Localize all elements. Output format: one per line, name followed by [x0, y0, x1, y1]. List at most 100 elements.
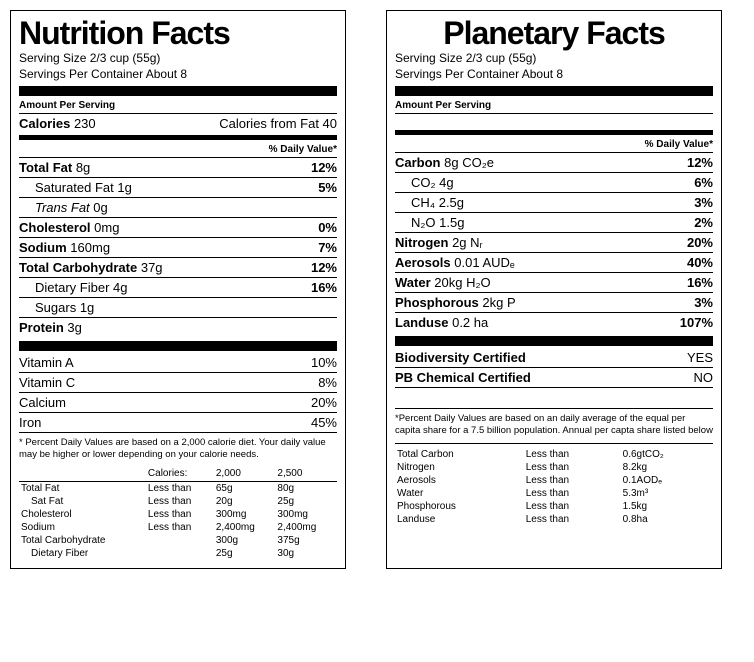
row-value: 2.5g [439, 195, 464, 210]
table-row: CH₄ 2.5g 3% [395, 192, 713, 212]
table-row: Phosphorous 2kg P 3% [395, 292, 713, 312]
row-value: 37g [141, 260, 163, 275]
row-value: 0.2 ha [452, 315, 488, 330]
row-label: CH₄ [411, 195, 435, 210]
row-label: Total Fat [19, 160, 72, 175]
row-label: CO₂ [411, 175, 436, 190]
table-row: NitrogenLess than8.2kg [395, 461, 713, 474]
table-row: PhosphorousLess than1.5kg [395, 500, 713, 513]
divider [19, 86, 337, 96]
table-row: Carbon 8g CO₂e 12% [395, 152, 713, 172]
row-percent: 7% [318, 240, 337, 255]
row-value: 1g [117, 180, 131, 195]
table-row: Total Carbohydrate300g375g [19, 534, 337, 547]
row-value: 20kg H₂O [434, 275, 490, 290]
calories-from-fat: Calories from Fat 40 [219, 116, 337, 131]
table-row: Vitamin C 8% [19, 372, 337, 392]
nutrition-foot-body: Total FatLess than65g80gSat FatLess than… [19, 481, 337, 560]
table-row: Total Fat 8g12% [19, 157, 337, 177]
row-value: 4g [439, 175, 453, 190]
row-label: Carbon [395, 155, 441, 170]
vitamin-label: Vitamin A [19, 355, 74, 370]
table-row: Aerosols 0.01 AUDₑ 40% [395, 252, 713, 272]
vitamin-percent: 20% [311, 395, 337, 410]
row-value: 3g [67, 320, 81, 335]
planetary-footnote: *Percent Daily Values are based on an da… [395, 409, 713, 443]
table-row: Nitrogen 2g Nᵣ20% [395, 232, 713, 252]
row-percent: 40% [687, 255, 713, 270]
table-row: Dietary Fiber 4g16% [19, 277, 337, 297]
row-value: 0.01 AUDₑ [454, 255, 514, 270]
table-row: Biodiversity CertifiedYES [395, 348, 713, 367]
nutrition-vitamins: Vitamin A10%Vitamin C8%Calcium20%Iron45% [19, 353, 337, 432]
planetary-rows: Carbon 8g CO₂e12%CO₂ 4g6%CH₄ 2.5g3%N₂O 1… [395, 152, 713, 332]
row-percent: 0% [318, 220, 337, 235]
row-percent: 3% [694, 195, 713, 210]
vitamin-percent: 8% [318, 375, 337, 390]
table-row: Calcium 20% [19, 392, 337, 412]
daily-value-header: % Daily Value* [395, 137, 713, 152]
row-percent: 12% [687, 155, 713, 170]
row-label: Dietary Fiber [35, 280, 109, 295]
row-percent: 5% [318, 180, 337, 195]
nutrition-facts-label: Nutrition Facts Serving Size 2/3 cup (55… [10, 10, 346, 569]
row-label: Total Carbohydrate [19, 260, 137, 275]
foot-head-2: 2,000 [214, 467, 276, 482]
row-value: 2kg P [482, 295, 515, 310]
planetary-serving-size: Serving Size 2/3 cup (55g) [395, 51, 713, 67]
divider [395, 336, 713, 346]
cert-value: NO [694, 370, 714, 385]
foot-head-1: Calories: [146, 467, 214, 482]
table-row: Sodium 160mg 7% [19, 237, 337, 257]
table-row: Protein 3g [19, 317, 337, 337]
row-percent: 12% [311, 260, 337, 275]
table-row: Sat FatLess than20g25g [19, 495, 337, 508]
calories-label: Calories [19, 116, 70, 131]
nutrition-serving-size: Serving Size 2/3 cup (55g) [19, 51, 337, 67]
table-row: SodiumLess than2,400mg2,400mg [19, 521, 337, 534]
row-label: Cholesterol [19, 220, 91, 235]
vitamin-label: Vitamin C [19, 375, 75, 390]
nutrition-foot-table: Calories: 2,000 2,500 Total FatLess than… [19, 467, 337, 560]
table-row: CholesterolLess than300mg300mg [19, 508, 337, 521]
cert-value: YES [687, 350, 713, 365]
table-row: AerosolsLess than0.1AODₑ [395, 474, 713, 487]
planetary-title: Planetary Facts [395, 17, 713, 49]
row-value: 0mg [94, 220, 119, 235]
table-row: PB Chemical CertifiedNO [395, 367, 713, 387]
row-label: Trans Fat [35, 200, 90, 215]
calories-row: Calories 230 Calories from Fat 40 [19, 114, 337, 133]
row-label: Water [395, 275, 431, 290]
row-value: 1g [80, 300, 94, 315]
planetary-foot-table: Total CarbonLess than0.6gtCO₂NitrogenLes… [395, 448, 713, 526]
row-value: 8g CO₂e [444, 155, 494, 170]
divider [395, 443, 713, 444]
row-value: 0g [93, 200, 107, 215]
nutrition-footnote: * Percent Daily Values are based on a 2,… [19, 433, 337, 467]
divider [19, 135, 337, 140]
planetary-certs: Biodiversity CertifiedYESPB Chemical Cer… [395, 348, 713, 387]
table-row: Cholesterol 0mg 0% [19, 217, 337, 237]
table-row: CO₂ 4g 6% [395, 172, 713, 192]
table-row: Landuse 0.2 ha107% [395, 312, 713, 332]
row-label: Aerosols [395, 255, 451, 270]
amount-per-serving: Amount Per Serving [395, 98, 713, 113]
row-percent: 3% [694, 295, 713, 310]
foot-head-0 [19, 467, 146, 482]
row-label: Sodium [19, 240, 67, 255]
row-percent: 6% [694, 175, 713, 190]
row-value: 2g Nᵣ [452, 235, 483, 250]
table-row: Total CarbonLess than0.6gtCO₂ [395, 448, 713, 461]
table-row: LanduseLess than0.8ha [395, 513, 713, 526]
row-label: Protein [19, 320, 64, 335]
vitamin-percent: 10% [311, 355, 337, 370]
row-value: 160mg [70, 240, 110, 255]
row-label: Phosphorous [395, 295, 479, 310]
vitamin-label: Calcium [19, 395, 66, 410]
nutrition-title: Nutrition Facts [19, 17, 337, 49]
calories-value: 230 [74, 116, 96, 131]
row-value: 1.5g [439, 215, 464, 230]
daily-value-header: % Daily Value* [19, 142, 337, 157]
divider [395, 86, 713, 96]
table-row: Total Carbohydrate 37g 12% [19, 257, 337, 277]
